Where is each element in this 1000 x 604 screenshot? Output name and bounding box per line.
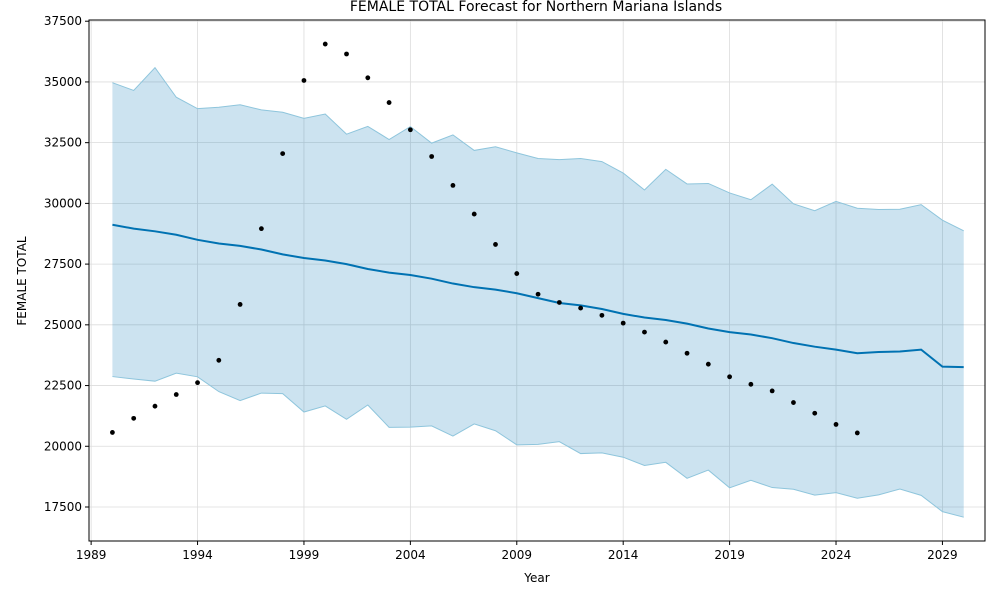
- observed-point: [620, 320, 626, 326]
- x-tick-label: 2009: [502, 548, 533, 562]
- y-tick-label: 37500: [44, 14, 82, 28]
- observed-points-group: [110, 41, 860, 436]
- x-tick-label: 2019: [714, 548, 745, 562]
- plot-frame: [88, 19, 986, 542]
- observed-point: [514, 271, 520, 276]
- y-axis-ticks: 17500 20000 22500 25000 27500 30000 32500 35000…: [44, 14, 89, 514]
- observed-point: [386, 100, 392, 105]
- y-tick-label: 30000: [44, 196, 82, 210]
- observed-point: [578, 305, 584, 311]
- y-tick-label: 22500: [44, 379, 82, 393]
- observed-point: [237, 302, 243, 307]
- observed-point: [748, 381, 754, 387]
- observed-point: [833, 422, 839, 427]
- observed-point: [663, 339, 669, 345]
- observed-point: [535, 291, 541, 297]
- observed-point: [258, 226, 264, 232]
- y-tick-label: 27500: [44, 257, 82, 271]
- x-tick-label: 1999: [289, 548, 320, 562]
- observed-point: [684, 350, 690, 356]
- observed-point: [556, 300, 562, 305]
- chart-title: FEMALE TOTAL Forecast for Northern Maria…: [350, 0, 722, 15]
- y-tick-label: 32500: [44, 136, 82, 150]
- x-axis-label: Year: [523, 571, 549, 585]
- observed-point: [280, 151, 286, 156]
- y-tick-label: 35000: [44, 75, 82, 89]
- observed-point: [493, 242, 498, 247]
- y-tick-label: 20000: [44, 439, 82, 453]
- observed-point: [450, 183, 456, 188]
- forecast-line-group: [112, 223, 964, 369]
- observed-point: [110, 430, 115, 435]
- grid-lines: [89, 20, 985, 541]
- observed-point: [705, 361, 711, 367]
- observed-point: [131, 415, 137, 421]
- forecast-line: [112, 223, 964, 369]
- y-tick-label: 25000: [44, 318, 82, 332]
- observed-point: [322, 41, 328, 47]
- y-tick-label: 17500: [44, 500, 82, 514]
- x-tick-label: 1989: [76, 548, 107, 562]
- x-tick-label: 2024: [821, 548, 852, 562]
- observed-point: [407, 127, 413, 133]
- observed-point: [195, 380, 200, 386]
- observed-point: [301, 78, 307, 83]
- lower-bound-line: [112, 372, 964, 518]
- x-tick-label: 2004: [395, 548, 426, 562]
- observed-point: [599, 312, 605, 318]
- x-tick-label: 2029: [927, 548, 958, 562]
- observed-point: [769, 388, 775, 394]
- observed-point: [173, 392, 179, 397]
- observed-point: [642, 329, 647, 335]
- observed-point: [791, 400, 796, 405]
- observed-point: [812, 410, 818, 416]
- x-tick-label: 2014: [608, 548, 639, 562]
- observed-point: [152, 403, 158, 409]
- observed-point: [471, 211, 477, 217]
- upper-bound-line: [112, 66, 964, 232]
- observed-point: [344, 51, 349, 57]
- x-axis-ticks: 1989 1994 1999 2004 2009 2014 2019 2024 2029: [76, 541, 958, 562]
- observed-point: [365, 75, 371, 81]
- observed-point: [854, 430, 860, 436]
- y-axis-label: FEMALE TOTAL: [15, 236, 29, 326]
- x-tick-label: 1994: [182, 548, 213, 562]
- observed-point: [727, 374, 733, 380]
- observed-point: [429, 154, 435, 159]
- observed-point: [216, 357, 222, 363]
